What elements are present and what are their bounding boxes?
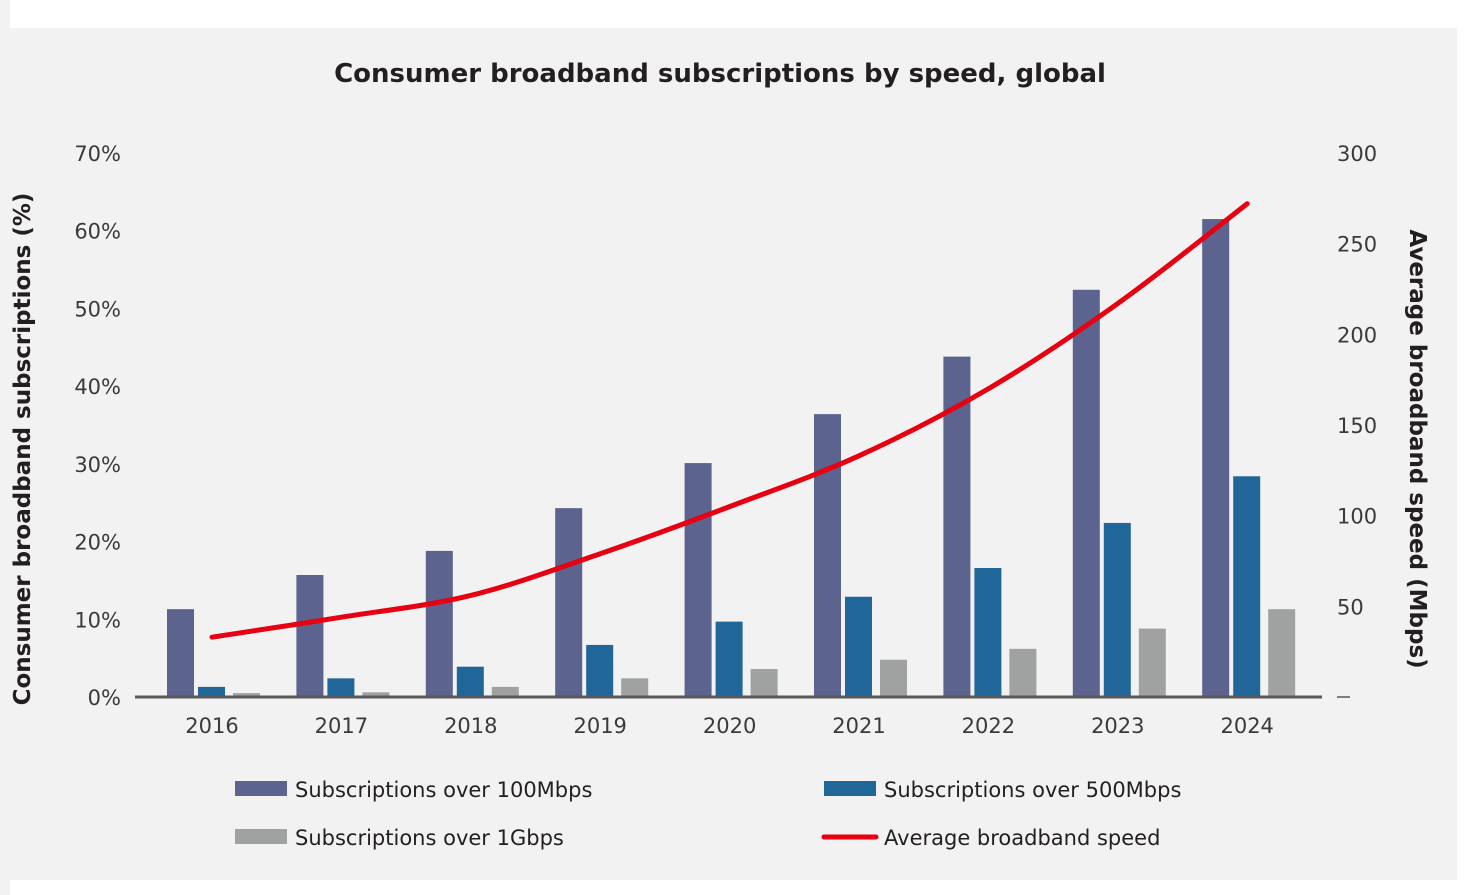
bar-subscriptions-over-1gbps-2024 [1268,609,1296,697]
y-tick-label: 20% [74,531,121,555]
bar-subscriptions-over-500mbps-2024 [1233,476,1261,697]
x-tick-label: 2021 [832,714,885,738]
bar-subscriptions-over-1gbps-2016 [233,693,260,697]
y-axis-ticks: 0% 10% 20% 30% 40% 50% 60% 70% [74,142,121,710]
y2-tick-label: 50 [1337,595,1364,619]
y2-tick-label: 200 [1337,323,1377,347]
bar-subscriptions-over-500mbps-2019 [586,644,614,697]
y-tick-label: 40% [74,375,121,399]
series-line-average-broadband-speed [209,201,1250,640]
bar-subscriptions-over-100mbps-2021 [814,414,841,697]
bar-subscriptions-over-1gbps-2022 [1009,648,1037,697]
chart-title: Consumer broadband subscriptions by spee… [334,59,1106,89]
y-tick-label: 0% [88,686,121,710]
x-tick-label: 2019 [573,714,626,738]
y2-tick-label: 250 [1337,233,1377,257]
bar-subscriptions-over-100mbps-2020 [684,463,712,697]
bar-subscriptions-over-1gbps-2020 [750,669,778,697]
x-tick-label: 2020 [703,714,756,738]
y-tick-label: 70% [74,142,121,166]
legend-swatch-subscriptions-over-100mbps [235,781,287,796]
bars-group [167,219,1296,698]
y-tick-label: 10% [74,608,121,632]
bar-subscriptions-over-100mbps-2016 [167,609,194,697]
y2-axis-ticks: 50 100 150 200 250 300 [1337,142,1377,619]
x-tick-label: 2018 [444,714,497,738]
y2-tick-label: 150 [1337,414,1377,438]
x-tick-label: 2022 [962,714,1015,738]
y2-tick-label: 100 [1337,505,1377,529]
bar-subscriptions-over-1gbps-2018 [491,686,519,697]
y-tick-label: 30% [74,453,121,477]
legend-label-average-broadband-speed: Average broadband speed [884,826,1160,850]
x-tick-label: 2016 [185,714,238,738]
bar-subscriptions-over-500mbps-2017 [327,678,355,697]
bar-subscriptions-over-500mbps-2018 [456,666,484,697]
bar-subscriptions-over-100mbps-2018 [425,550,453,697]
bar-subscriptions-over-500mbps-2020 [715,621,743,697]
bar-subscriptions-over-1gbps-2023 [1138,628,1166,697]
bar-subscriptions-over-100mbps-2024 [1202,219,1230,698]
legend-label-subscriptions-over-500mbps: Subscriptions over 500Mbps [884,778,1181,802]
legend-label-subscriptions-over-1gbps: Subscriptions over 1Gbps [295,826,564,850]
legend-swatch-subscriptions-over-500mbps [824,781,876,796]
y-axis-label: Consumer broadband subscriptions (%) [10,193,36,706]
legend-swatch-subscriptions-over-1gbps [235,829,287,844]
y2-axis-label: Average broadband speed (Mbps) [1404,229,1430,668]
left-margin-strip [0,0,10,895]
legend: Subscriptions over 100Mbps Subscriptions … [235,778,1181,850]
x-tick-label: 2017 [315,714,368,738]
bar-subscriptions-over-500mbps-2021 [845,596,872,697]
y-tick-label: 50% [74,297,121,321]
bar-subscriptions-over-500mbps-2023 [1103,522,1131,697]
y2-tick-label: 300 [1337,142,1377,166]
bar-subscriptions-over-500mbps-2022 [974,567,1002,697]
bar-subscriptions-over-100mbps-2023 [1072,289,1100,697]
legend-label-subscriptions-over-100mbps: Subscriptions over 100Mbps [295,778,592,802]
x-axis-ticks: 2016 2017 2018 2019 2020 2021 2022 2023 2024 [185,714,1274,738]
x-tick-label: 2023 [1091,714,1144,738]
bar-subscriptions-over-1gbps-2019 [621,678,649,697]
bar-subscriptions-over-100mbps-2017 [296,574,324,697]
bar-subscriptions-over-100mbps-2019 [555,508,583,697]
bar-subscriptions-over-1gbps-2017 [362,692,390,697]
bar-subscriptions-over-500mbps-2016 [198,686,225,697]
y-tick-label: 60% [74,220,121,244]
bar-subscriptions-over-1gbps-2021 [880,659,907,697]
x-tick-label: 2024 [1220,714,1273,738]
